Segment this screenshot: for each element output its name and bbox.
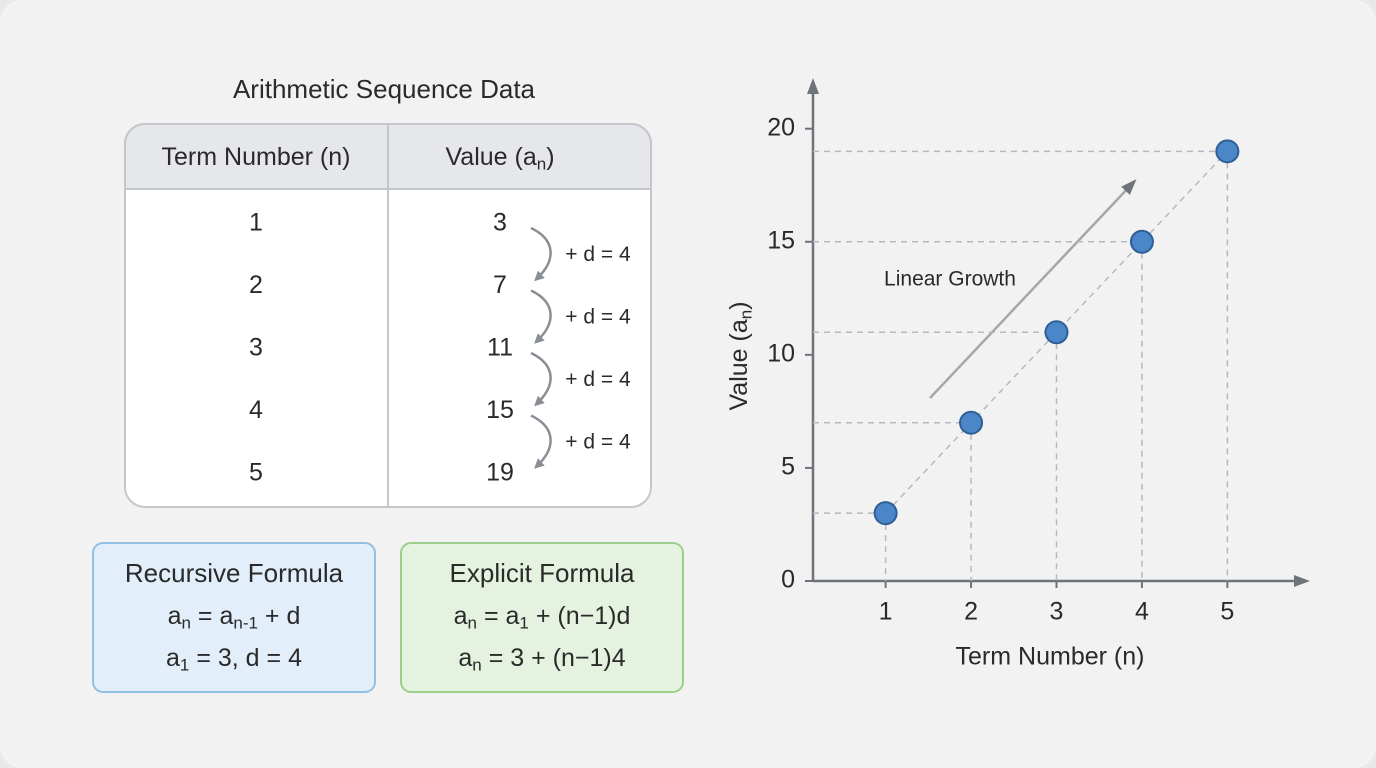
difference-arrow bbox=[530, 414, 552, 469]
point bbox=[1129, 229, 1154, 254]
point bbox=[1215, 139, 1240, 164]
y-tick-label: 10 bbox=[767, 339, 795, 367]
term-cell: 3 bbox=[249, 334, 263, 362]
table-title: Arithmetic Sequence Data bbox=[233, 74, 536, 104]
text-part: Value (a bbox=[445, 143, 536, 171]
x-tick-label: 4 bbox=[1135, 598, 1149, 626]
recursive-title: Recursive Formula bbox=[125, 558, 344, 588]
x-tick-label: 3 bbox=[1050, 598, 1064, 626]
difference-arrow bbox=[530, 351, 552, 407]
value-cell: 3 bbox=[493, 209, 507, 237]
value-cell: 7 bbox=[493, 271, 507, 299]
value-cell: 19 bbox=[486, 459, 514, 487]
text-part: a bbox=[454, 602, 468, 630]
difference-arrow bbox=[530, 289, 552, 344]
formula-line: an = an-1 + d bbox=[168, 602, 301, 633]
subscript: n bbox=[537, 155, 546, 174]
growth-arrow bbox=[929, 179, 1137, 399]
text-part: Term Number (n) bbox=[162, 143, 351, 171]
text-part: + d bbox=[258, 602, 300, 630]
text-part: a bbox=[166, 644, 180, 672]
recursive-box bbox=[92, 542, 376, 693]
subscript: 1 bbox=[519, 614, 528, 633]
text-part: a bbox=[168, 602, 182, 630]
y-tick-label: 5 bbox=[781, 453, 795, 481]
column-header: Term Number (n) bbox=[162, 143, 351, 171]
text-part: ) bbox=[546, 143, 554, 171]
x-tick-label: 1 bbox=[879, 598, 893, 626]
y-tick-label: 15 bbox=[767, 226, 795, 254]
subscript: n bbox=[468, 614, 477, 633]
text-part: Value (a bbox=[725, 319, 753, 410]
point bbox=[873, 501, 898, 526]
formula-line: an = a1 + (n−1)d bbox=[454, 602, 631, 633]
annotation: Linear Growth bbox=[884, 268, 1016, 291]
point bbox=[1044, 320, 1069, 345]
text-part: a bbox=[458, 644, 472, 672]
x-tick-label: 2 bbox=[964, 598, 978, 626]
y-tick-label: 20 bbox=[767, 113, 795, 141]
value-cell: 11 bbox=[487, 334, 513, 362]
term-cell: 1 bbox=[249, 209, 263, 237]
subscript: n bbox=[737, 310, 756, 319]
difference-label: + d = 4 bbox=[565, 305, 631, 328]
x-tick-label: 5 bbox=[1220, 598, 1234, 626]
difference-label: + d = 4 bbox=[565, 368, 631, 391]
difference-arrow bbox=[530, 226, 552, 282]
subscript: n bbox=[182, 614, 191, 633]
text-part: = 3 + (n−1)4 bbox=[482, 644, 626, 672]
y-tick-label: 0 bbox=[781, 566, 795, 594]
text-part: = 3, d = 4 bbox=[189, 644, 302, 672]
value-cell: 15 bbox=[486, 396, 514, 424]
difference-label: + d = 4 bbox=[565, 243, 631, 266]
difference-label: + d = 4 bbox=[565, 430, 631, 453]
text-part: = a bbox=[477, 602, 519, 630]
term-cell: 2 bbox=[249, 271, 263, 299]
formula-line: an = 3 + (n−1)4 bbox=[458, 644, 625, 675]
explicit-title: Explicit Formula bbox=[450, 558, 635, 588]
explicit-box bbox=[400, 542, 684, 693]
x-axis-title: Term Number (n) bbox=[956, 643, 1145, 671]
term-cell: 5 bbox=[249, 459, 263, 487]
text-part: = a bbox=[191, 602, 233, 630]
text-part: + (n−1)d bbox=[529, 602, 630, 630]
y-axis-title: Value (an) bbox=[725, 301, 756, 410]
formula-line: a1 = 3, d = 4 bbox=[166, 644, 302, 675]
subscript: 1 bbox=[180, 656, 189, 675]
column-header: Value (an) bbox=[445, 143, 554, 174]
term-cell: 4 bbox=[249, 396, 263, 424]
text-part: ) bbox=[725, 301, 753, 309]
point bbox=[959, 410, 984, 435]
subscript: n bbox=[472, 656, 481, 675]
subscript: n-1 bbox=[233, 614, 258, 633]
trend-line bbox=[885, 150, 1228, 514]
